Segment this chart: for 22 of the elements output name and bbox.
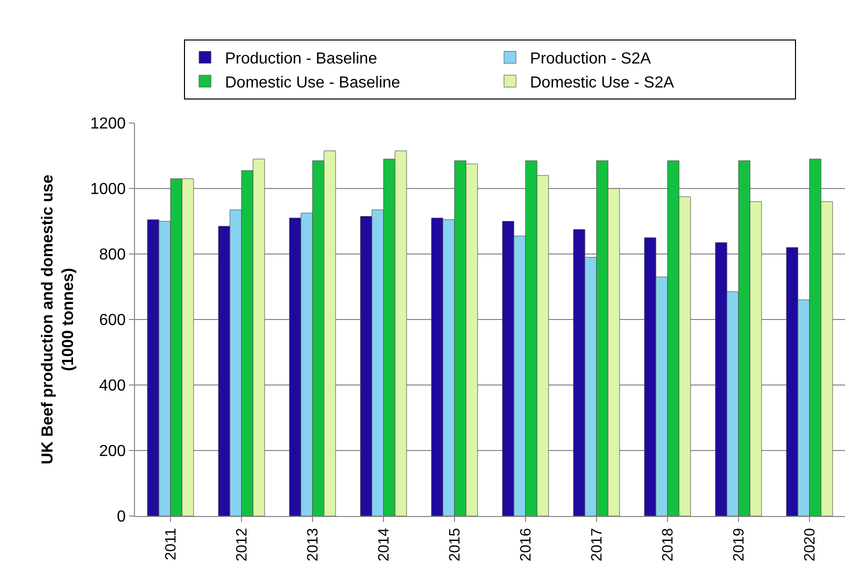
legend-label: Production - S2A: [530, 50, 652, 68]
y-tick-label: 0: [116, 508, 126, 526]
y-tick-label: 600: [99, 312, 126, 330]
y-tick-label: 800: [99, 246, 126, 264]
legend-label: Domestic Use - S2A: [530, 74, 674, 92]
x-tick-label: 2014: [375, 528, 392, 562]
legend-label: Production - Baseline: [225, 50, 378, 68]
legend-label: Domestic Use - Baseline: [225, 74, 400, 92]
x-tick-label: 2016: [517, 528, 534, 562]
y-axis-title: UK Beef production and domestic use (1000 tonnes): [39, 174, 78, 464]
y-tick-label: 1200: [90, 116, 126, 133]
x-tick-label: 2011: [162, 528, 180, 560]
x-tick-label: 2013: [304, 528, 322, 562]
y-tick-label: 1000: [90, 181, 126, 198]
y-tick-label: 400: [99, 378, 126, 395]
x-tick-label: 2018: [659, 528, 676, 562]
x-tick-label: 2012: [233, 528, 250, 562]
x-tick-label: 2017: [588, 528, 606, 562]
y-tick-label: 200: [99, 443, 126, 460]
x-tick-label: 2019: [730, 528, 748, 562]
x-tick-label: 2020: [801, 528, 818, 562]
x-tick-label: 2015: [446, 528, 464, 562]
